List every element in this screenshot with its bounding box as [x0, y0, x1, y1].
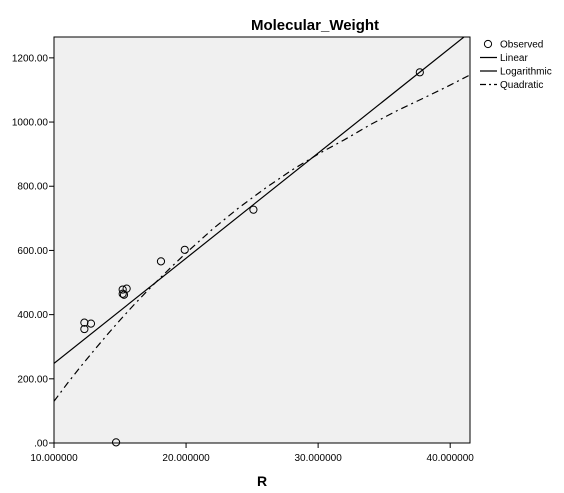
- observed-point: [122, 284, 131, 293]
- chart-title: Molecular_Weight: [251, 17, 379, 34]
- legend: Observed Linear Logarithmic Quadratic: [480, 39, 552, 91]
- observed-point: [156, 257, 166, 266]
- observed-point: [111, 438, 121, 447]
- y-tick-label: 800.00: [17, 182, 48, 193]
- observed-point: [249, 205, 258, 214]
- legend-label-linear: Linear: [500, 53, 528, 64]
- plot-lines: [54, 37, 470, 402]
- x-tick-label: 30.000000: [294, 453, 342, 464]
- observed-point: [180, 245, 189, 254]
- observed-point: [86, 319, 96, 328]
- x-axis-label: R: [257, 473, 267, 489]
- legend-label-logarithmic: Logarithmic: [500, 67, 552, 78]
- linear-fit-line: [54, 37, 465, 364]
- y-tick-label: 1000.00: [12, 118, 49, 129]
- observed-point: [80, 324, 89, 334]
- x-tick-label: 10.000000: [30, 453, 78, 464]
- observed-points: [80, 68, 424, 447]
- observed-point: [80, 318, 89, 327]
- plot-area: [53, 36, 471, 444]
- observed-point: [118, 285, 127, 294]
- observed-point: [118, 289, 127, 298]
- observed-point: [415, 68, 424, 77]
- x-axis: 10.000000 20.000000 30.000000 40.000000: [30, 443, 474, 464]
- legend-label-quadratic: Quadratic: [500, 80, 543, 91]
- x-tick-label: 40.000000: [427, 453, 475, 464]
- y-tick-label: 400.00: [17, 310, 48, 321]
- legend-marker-observed: [483, 39, 493, 49]
- y-tick-label: 200.00: [17, 374, 48, 385]
- y-tick-label: .00: [34, 439, 48, 450]
- quadratic-fit-line: [54, 74, 470, 402]
- x-tick-label: 20.000000: [162, 453, 210, 464]
- y-tick-label: 1200.00: [12, 53, 49, 64]
- y-tick-label: 600.00: [17, 246, 48, 257]
- y-axis: .00 200.00 400.00 600.00 800.00 1000.00 1200.0…: [12, 53, 54, 450]
- legend-label-observed: Observed: [500, 40, 543, 51]
